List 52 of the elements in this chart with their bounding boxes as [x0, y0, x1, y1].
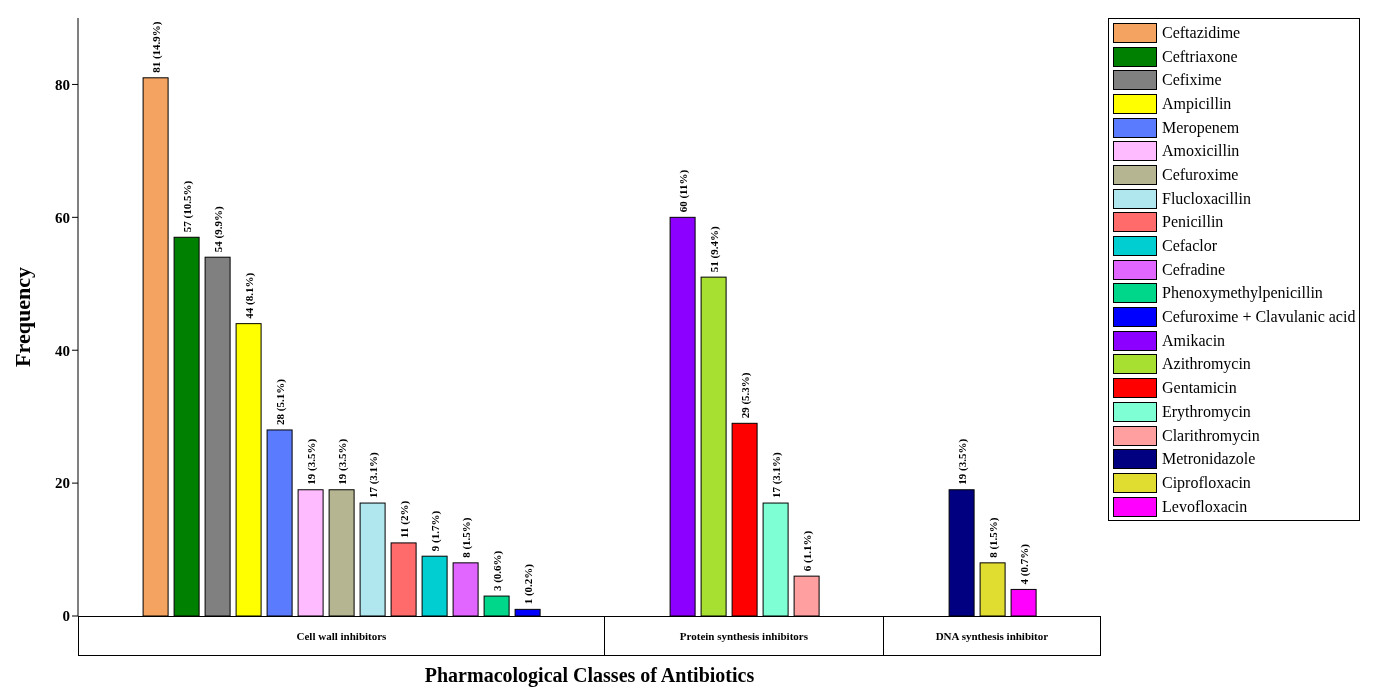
x-tick-label: DNA synthesis inhibitor [882, 617, 1100, 655]
data-label: 19 (3.5%) [955, 438, 969, 485]
data-label: 8 (1.5%) [459, 517, 473, 558]
y-tick-label: 80 [55, 76, 70, 93]
legend-label: Ampicillin [1162, 94, 1232, 113]
data-label: 44 (8.1%) [242, 272, 256, 319]
data-label: 54 (9.9%) [211, 206, 225, 253]
data-label: 51 (9.4%) [707, 225, 721, 273]
y-tick-label: 0 [62, 608, 70, 625]
legend-label: Meropenem [1162, 118, 1240, 137]
data-label: 29 (5.3%) [738, 372, 752, 419]
data-label: 3 (0.6%) [490, 550, 504, 592]
data-label: 6 (1.1%) [800, 530, 814, 572]
legend-label: Cefuroxime [1162, 165, 1239, 184]
y-tick-label: 20 [55, 475, 70, 492]
data-label: 19 (3.5%) [335, 438, 349, 485]
legend-label: Azithromycin [1162, 355, 1251, 374]
data-label: 28 (5.1%) [273, 378, 287, 425]
legend-label: Cefradine [1162, 260, 1226, 279]
legend-label: Cefuroxime + Clavulanic acid [1162, 308, 1356, 327]
data-label: 81 (14.9%) [149, 21, 163, 73]
data-label: 17 (3.1%) [769, 451, 783, 499]
legend-label: Erythromycin [1162, 402, 1251, 421]
data-label: 60 (11%) [676, 169, 690, 213]
legend-label: Penicillin [1162, 213, 1224, 232]
data-label: 1 (0.2%) [521, 563, 535, 605]
legend-label: Cefixime [1162, 71, 1222, 90]
y-tick-label: 60 [55, 209, 70, 226]
data-label: 17 (3.1%) [366, 451, 380, 499]
legend-label: Gentamicin [1162, 379, 1237, 398]
data-label: 4 (0.7%) [1017, 543, 1031, 585]
x-tick-label: Protein synthesis inhibitors [603, 617, 883, 655]
legend-label: Amikacin [1162, 331, 1226, 350]
legend-label: Cefaclor [1162, 237, 1218, 256]
legend-label: Levofloxacin [1162, 497, 1248, 516]
legend-label: Ciprofloxacin [1162, 473, 1251, 492]
data-label: 9 (1.7%) [428, 510, 442, 552]
legend-label: Phenoxymethylpenicillin [1162, 284, 1323, 303]
data-label: 8 (1.5%) [986, 517, 1000, 558]
data-label: 11 (2%) [397, 500, 411, 538]
x-tick-label: Cell wall inhibitors [295, 629, 388, 644]
legend-label: Amoxicillin [1162, 142, 1240, 161]
legend-label: Ceftriaxone [1162, 47, 1238, 66]
legend-label: Ceftazidime [1162, 23, 1241, 42]
legend-label: Clarithromycin [1162, 426, 1260, 445]
y-tick-label: 40 [55, 342, 70, 359]
y-axis-title: Frequency [9, 267, 35, 367]
x-axis-title: Pharmacological Classes of Antibiotics [423, 664, 756, 687]
data-label: 19 (3.5%) [304, 438, 318, 485]
legend-label: Metronidazole [1162, 450, 1256, 469]
data-label: 57 (10.5%) [180, 180, 194, 233]
legend-label: Flucloxacillin [1162, 189, 1251, 208]
